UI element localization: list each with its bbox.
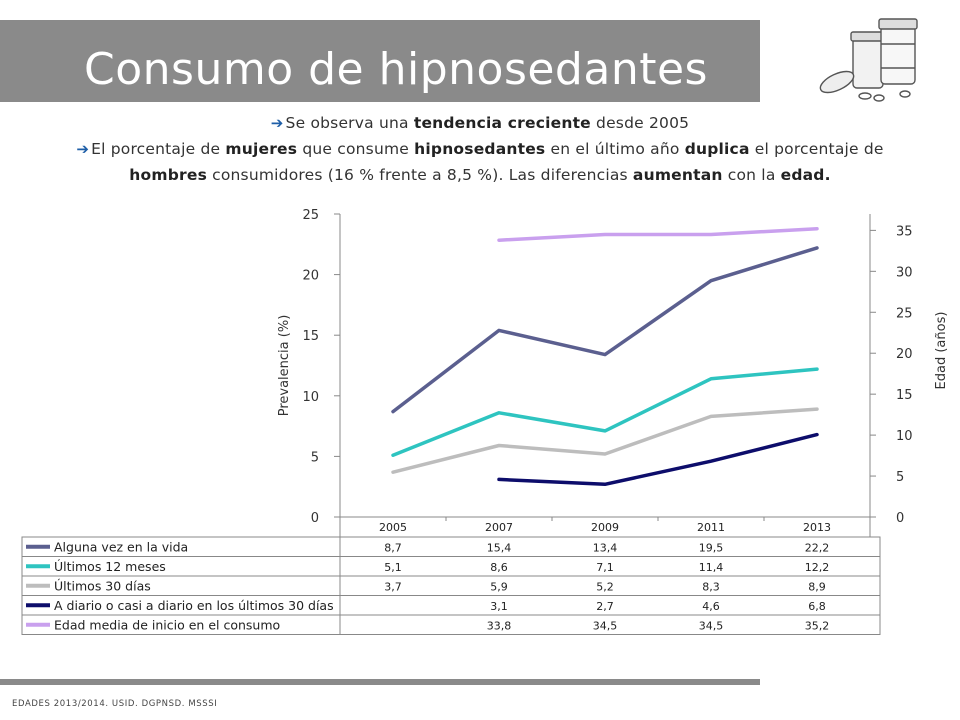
data-label: 7,1: [596, 561, 614, 574]
bullet-text: consumidores (16 % frente a 8,5 %). Las …: [207, 166, 633, 184]
right-axis-tick-label: 10: [896, 429, 913, 444]
data-label: 13,4: [593, 541, 618, 554]
legend-label: Últimos 30 días: [54, 578, 151, 593]
right-axis-tick-label: 20: [896, 347, 913, 362]
bullet-emphasis: aumentan: [632, 166, 723, 184]
data-label: 22,2: [805, 541, 830, 554]
data-label: 8,3: [702, 580, 720, 593]
right-axis-tick-label: 15: [896, 388, 913, 403]
data-label: 34,5: [593, 619, 618, 632]
footer-divider: [0, 679, 760, 685]
data-label: 15,4: [487, 541, 512, 554]
data-label: 5,2: [596, 580, 614, 593]
left-axis-tick-label: 10: [302, 390, 319, 405]
x-tick-label: 2009: [591, 521, 619, 534]
bullet-line: ➔ El porcentaje de mujeres que consume hi…: [0, 136, 960, 162]
right-axis-tick-label: 5: [896, 470, 904, 485]
data-label: 11,4: [699, 561, 724, 574]
data-label: 4,6: [702, 600, 720, 613]
legend-label: Alguna vez en la vida: [54, 539, 188, 554]
left-axis-tick-label: 5: [311, 450, 319, 465]
bullet-text: Se observa una: [285, 114, 414, 132]
series-line: [391, 407, 819, 474]
data-table: [21, 536, 881, 635]
bullet-text: desde 2005: [590, 114, 690, 132]
bullet-text: que consume: [297, 140, 415, 158]
data-label: 34,5: [699, 619, 724, 632]
x-tick-label: 2013: [803, 521, 831, 534]
data-label: 5,9: [490, 580, 508, 593]
data-label: 8,6: [490, 561, 508, 574]
series-line: [391, 367, 819, 457]
data-label: 6,8: [808, 600, 826, 613]
right-axis-tick-label: 25: [896, 306, 913, 321]
right-axis-tick-label: 35: [896, 224, 913, 239]
source-note: EDADES 2013/2014. USID. DGPNSD. MSSSI: [12, 699, 218, 709]
bullet-emphasis: hombres: [129, 166, 207, 184]
right-axis-tick-label: 30: [896, 265, 913, 280]
bullet-text: en el último año: [545, 140, 685, 158]
arrow-bullet-icon: ➔: [270, 114, 284, 132]
bullet-emphasis: edad.: [780, 166, 831, 184]
x-tick-label: 2005: [379, 521, 407, 534]
data-label: 19,5: [699, 541, 724, 554]
legend-label: A diario o casi a diario en los últimos …: [54, 598, 334, 613]
data-label: 8,9: [808, 580, 826, 593]
right-axis-tick-label: 0: [896, 511, 904, 526]
bullet-line: hombres consumidores (16 % frente a 8,5 …: [0, 162, 960, 188]
series-line: [497, 226, 819, 242]
series-line: [497, 432, 819, 487]
bullet-line: ➔ Se observa una tendencia creciente desd…: [0, 110, 960, 136]
data-label: 33,8: [487, 619, 512, 632]
bullet-text: con la: [722, 166, 781, 184]
arrow-bullet-icon: ➔: [76, 140, 90, 158]
left-axis-tick-label: 20: [302, 269, 319, 284]
line-chart: 0 5 10 15 20 25 0 5 10 15 20 25 30 35 Prevalencia (%) E…: [21, 208, 949, 635]
slide-title: Consumo de hipnosedantes: [84, 44, 708, 95]
data-label: 3,1: [490, 600, 508, 613]
data-label: 3,7: [384, 580, 402, 593]
series-line: [391, 246, 819, 414]
data-label: 2,7: [596, 600, 614, 613]
bullet-emphasis: hipnosedantes: [414, 140, 546, 158]
legend-label: Edad media de inicio en el consumo: [54, 617, 280, 632]
legend-label: Últimos 12 meses: [54, 559, 166, 574]
bullet-emphasis: duplica: [684, 140, 750, 158]
pill-bottles-icon: [819, 18, 918, 102]
x-tick-label: 2007: [485, 521, 513, 534]
left-axis-tick-label: 25: [302, 208, 319, 223]
bullet-emphasis: tendencia creciente: [413, 114, 591, 132]
y-axis-label: Prevalencia (%): [277, 315, 292, 417]
title-bar: Consumo de hipnosedantes: [0, 20, 760, 102]
data-label: 35,2: [805, 619, 830, 632]
bullet-text: el porcentaje de: [749, 140, 884, 158]
left-axis-tick-label: 15: [302, 329, 319, 344]
bullet-emphasis: mujeres: [225, 140, 298, 158]
data-label: 5,1: [384, 561, 402, 574]
left-axis-tick-label: 0: [311, 511, 319, 526]
x-tick-label: 2011: [697, 521, 725, 534]
data-label: 8,7: [384, 541, 402, 554]
bullet-text: El porcentaje de: [91, 140, 226, 158]
data-label: 12,2: [805, 561, 830, 574]
y2-axis-label: Edad (años): [934, 312, 949, 390]
bullet-list: ➔ Se observa una tendencia creciente desd…: [0, 110, 960, 188]
